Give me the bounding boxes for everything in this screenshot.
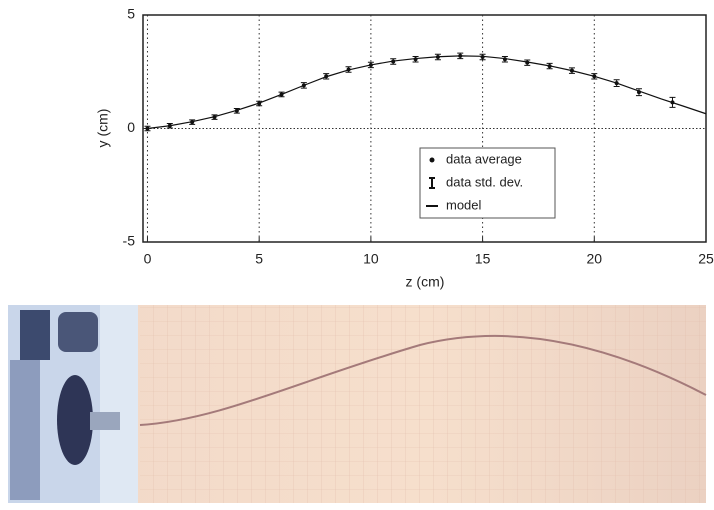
data-point [592, 74, 597, 79]
data-point [435, 54, 440, 59]
data-point [614, 81, 619, 86]
data-point [167, 123, 172, 128]
data-point [502, 57, 507, 62]
x-tick-label: 25 [698, 251, 714, 267]
data-point [279, 92, 284, 97]
legend-symbol [429, 177, 435, 189]
data-point [346, 67, 351, 72]
data-point [212, 115, 217, 120]
legend-box [419, 147, 556, 219]
data-point [569, 68, 574, 73]
data-point [413, 57, 418, 62]
y-tick-label: -5 [123, 233, 136, 249]
data-point [391, 59, 396, 64]
data-point [324, 74, 329, 79]
data-point [301, 83, 306, 88]
x-axis-label: z (cm) [406, 274, 445, 290]
x-tick-label: 15 [475, 251, 491, 267]
data-point [525, 60, 530, 65]
photo [8, 305, 707, 503]
data-point [458, 53, 463, 58]
data-point [670, 100, 675, 105]
y-tick-label: 0 [127, 119, 135, 135]
x-tick-label: 20 [587, 251, 603, 267]
legend-label: model [446, 197, 482, 212]
data-point [145, 126, 150, 131]
chart: y (cm) z (cm) 0 5 10 15 20 25 -5 0 5 data average… [95, 6, 714, 290]
x-tick-label: 0 [144, 251, 152, 267]
legend-symbol [429, 157, 435, 163]
data-point [257, 101, 262, 106]
data-point [480, 54, 485, 59]
x-tick-label: 5 [255, 251, 263, 267]
data-point [234, 108, 239, 113]
legend-label: data average [446, 151, 522, 166]
y-tick-label: 5 [127, 6, 135, 22]
data-point [190, 120, 195, 125]
data-point [368, 62, 373, 67]
model-line [147, 55, 707, 130]
data-point [547, 64, 552, 69]
y-axis-label: y (cm) [95, 109, 111, 148]
data-point [636, 90, 641, 95]
x-tick-label: 10 [363, 251, 379, 267]
legend-label: data std. dev. [446, 174, 523, 189]
